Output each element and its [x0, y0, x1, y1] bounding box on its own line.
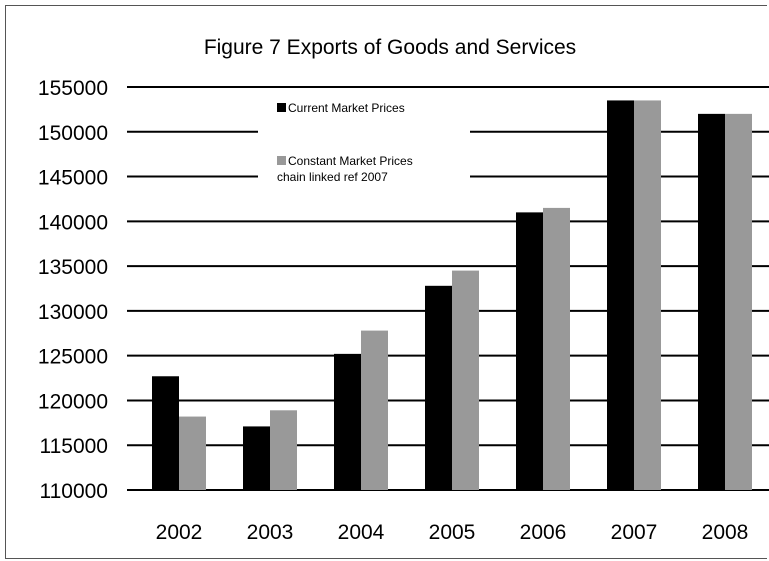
- bar-current: [243, 426, 270, 490]
- chart-title: Figure 7 Exports of Goods and Services: [204, 36, 576, 59]
- bar-constant: [270, 410, 297, 490]
- bars: [152, 100, 752, 490]
- bar-constant: [452, 270, 479, 490]
- legend-label-constant-line2: chain linked ref 2007: [277, 170, 388, 184]
- bar-current: [607, 100, 634, 490]
- y-tick-label: 120000: [38, 390, 108, 413]
- x-tick-label: 2003: [247, 521, 294, 544]
- legend-swatch-current: [277, 103, 286, 112]
- bar-constant: [725, 113, 752, 490]
- y-tick-label: 130000: [38, 301, 108, 324]
- y-tick-label: 110000: [39, 480, 108, 503]
- bar-current: [425, 285, 452, 490]
- legend-label-constant-line1: Constant Market Prices: [288, 154, 413, 168]
- bar-current: [152, 376, 179, 490]
- x-tick-label: 2002: [156, 521, 203, 544]
- bar-constant: [361, 330, 388, 490]
- axis-ticks: 110000 115000 120000 125000 130000 135000 1400…: [38, 77, 748, 544]
- bar-constant: [179, 416, 206, 490]
- y-tick-label: 125000: [38, 346, 108, 369]
- bar-current: [334, 353, 361, 490]
- y-tick-label: 155000: [38, 77, 108, 100]
- legend-background: [258, 91, 470, 189]
- y-tick-label: 145000: [38, 167, 108, 190]
- bar-constant: [543, 207, 570, 490]
- legend: Current Market Prices Constant Market Pr…: [258, 91, 470, 189]
- x-tick-label: 2008: [702, 521, 749, 544]
- x-tick-label: 2007: [611, 521, 658, 544]
- legend-swatch-constant: [277, 156, 286, 165]
- bar-current: [698, 113, 725, 490]
- y-tick-label: 150000: [38, 122, 108, 145]
- y-tick-label: 115000: [39, 435, 108, 458]
- y-tick-label: 140000: [38, 211, 108, 234]
- x-tick-label: 2005: [429, 521, 476, 544]
- bar-current: [516, 212, 543, 490]
- x-tick-label: 2004: [338, 521, 385, 544]
- y-tick-label: 135000: [38, 256, 108, 279]
- bar-constant: [634, 100, 661, 490]
- legend-label-current: Current Market Prices: [288, 101, 405, 115]
- x-tick-label: 2006: [520, 521, 567, 544]
